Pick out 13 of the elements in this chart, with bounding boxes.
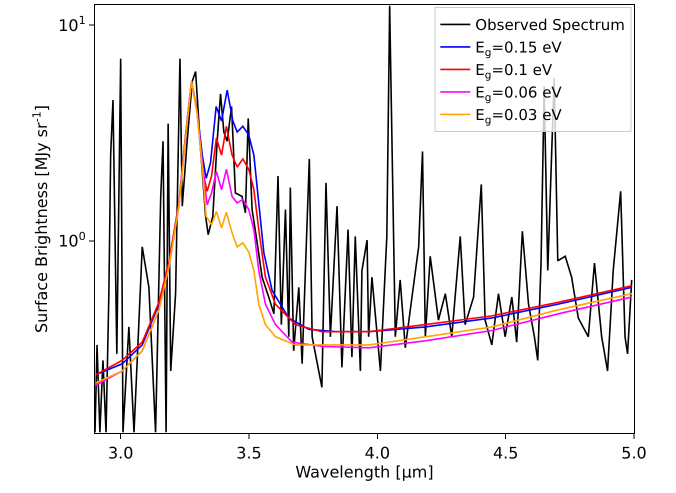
- y-tick-label: 10$^{0}$: [58, 230, 86, 251]
- legend-label: E$_{g}$=0.06 eV: [475, 84, 562, 104]
- x-tick-label: 3.0: [108, 443, 134, 462]
- x-axis-title: Wavelength [μm]: [295, 462, 434, 482]
- x-tick-label: 5.0: [621, 443, 647, 462]
- y-tick-label: 10$^{1}$: [58, 14, 86, 35]
- x-tick-label: 3.5: [236, 443, 262, 462]
- legend-label: Observed Spectrum: [475, 16, 625, 34]
- legend-label: E$_{g}$=0.1 eV: [475, 61, 553, 82]
- legend-label: E$_{g}$=0.15 eV: [475, 38, 562, 59]
- x-tick-label: 4.0: [364, 443, 390, 462]
- x-tick-label: 4.5: [492, 443, 518, 462]
- legend-label: E$_{g}$=0.03 eV: [475, 106, 562, 126]
